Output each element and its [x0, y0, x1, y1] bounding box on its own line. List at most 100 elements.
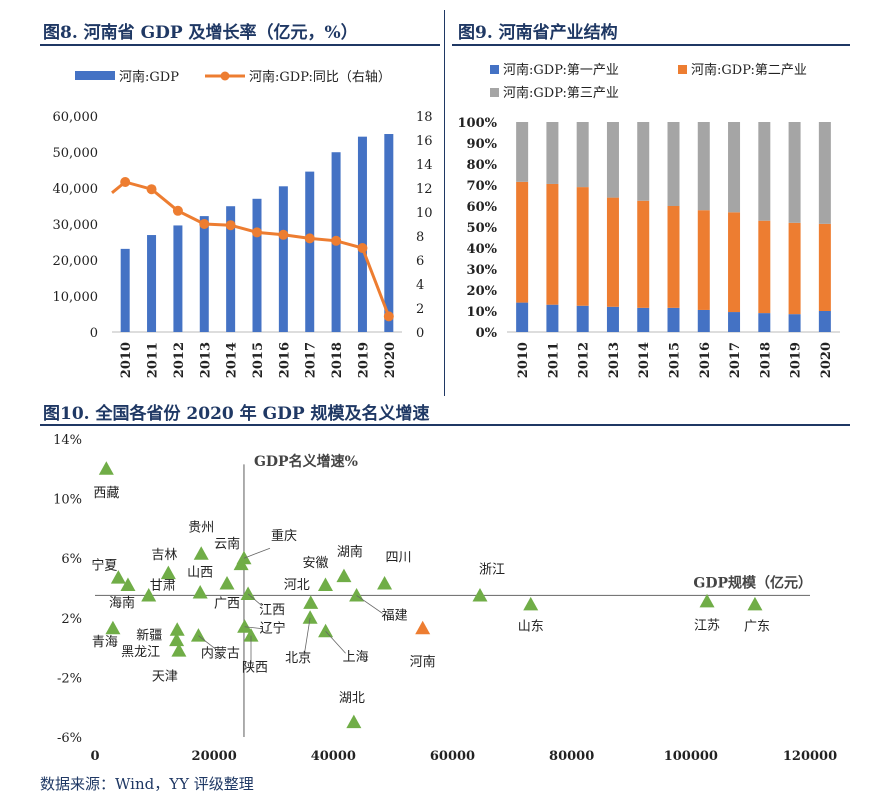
province-marker — [192, 584, 208, 599]
fig10-title-rule — [40, 424, 850, 426]
y-tick-label: 70% — [467, 179, 498, 194]
province-label: 湖北 — [339, 691, 365, 706]
sector-bar-segment — [606, 122, 619, 198]
growth-point — [304, 233, 315, 244]
sector-bar-segment — [606, 306, 619, 332]
sector-bar-segment — [576, 122, 589, 188]
province-label: 吉林 — [151, 548, 177, 563]
province-label: 山西 — [187, 565, 213, 580]
sector-bar-segment — [818, 311, 831, 332]
sector-bar-segment — [788, 314, 801, 332]
province-marker — [303, 595, 319, 609]
province-label: 云南 — [214, 536, 240, 552]
growth-point — [252, 227, 262, 238]
legend-label-sector: 河南:GDP:第三产业 — [503, 85, 619, 101]
province-marker — [141, 587, 157, 602]
y-left-tick-label: 30,000 — [53, 218, 99, 233]
label-leader — [356, 595, 383, 614]
x-tick-label: 40000 — [311, 749, 356, 764]
gdp-bar — [199, 216, 209, 332]
x-tick-label: 2018 — [758, 342, 773, 378]
x-tick-label: 60000 — [430, 749, 475, 764]
label-leader — [247, 593, 263, 607]
province-label: 西藏 — [93, 486, 119, 501]
growth-point — [278, 229, 289, 240]
sector-bar-segment — [637, 307, 650, 332]
province-label: 贵州 — [188, 521, 214, 536]
x-tick-label: 2013 — [607, 342, 622, 378]
province-label: 湖南 — [337, 544, 363, 560]
y-tick-label: 50% — [467, 221, 498, 236]
x-tick-label: 2019 — [789, 342, 804, 378]
province-marker — [523, 596, 539, 611]
province-label: 河北 — [284, 578, 310, 593]
province-marker — [110, 570, 126, 584]
y-tick-label: -2% — [57, 671, 82, 686]
label-leader — [198, 635, 217, 650]
panel-divider — [444, 10, 445, 396]
x-tick-label: 100000 — [664, 749, 718, 764]
province-label: 四川 — [386, 551, 412, 566]
y-tick-label: 90% — [467, 137, 498, 152]
x-tick-label: 2016 — [277, 342, 292, 378]
fig8-title: 图8. 河南省 GDP 及增长率（亿元，%） — [43, 23, 358, 43]
province-marker — [336, 568, 352, 583]
province-marker — [415, 620, 431, 635]
province-label: 陕西 — [242, 661, 268, 676]
growth-point — [120, 177, 131, 187]
province-marker — [169, 622, 185, 636]
y-right-tick-label: 4 — [416, 278, 424, 293]
y-left-tick-label: 60,000 — [53, 110, 99, 125]
province-label: 青海 — [92, 635, 118, 650]
sector-bar-segment — [546, 122, 559, 184]
sector-bar-segment — [667, 206, 680, 308]
sector-bar-segment — [788, 222, 801, 315]
x-tick-label: 2017 — [304, 342, 319, 378]
x-tick-label: 2011 — [546, 342, 561, 378]
x-tick-label: 2015 — [251, 342, 266, 378]
label-leader — [325, 630, 346, 654]
y-tick-label: 30% — [467, 263, 498, 278]
sector-bar-segment — [516, 302, 529, 332]
legend-label-gdp: 河南:GDP — [119, 69, 179, 85]
sector-bar-segment — [516, 181, 529, 303]
growth-point — [357, 243, 368, 253]
gdp-bar — [252, 198, 262, 332]
x-tick-label: 20000 — [192, 749, 237, 764]
sector-bar-segment — [606, 197, 619, 307]
province-label: 安徽 — [302, 556, 328, 571]
x-tick-label: 2020 — [819, 342, 834, 378]
province-marker — [236, 550, 252, 565]
sector-bar-segment — [788, 122, 801, 223]
province-label: 广西 — [214, 597, 240, 612]
province-marker — [302, 610, 318, 624]
sector-bar-segment — [728, 122, 741, 213]
y-left-tick-label: 50,000 — [53, 146, 99, 161]
province-label: 甘肃 — [150, 578, 176, 593]
label-leader — [244, 626, 263, 630]
sector-bar-segment — [546, 183, 559, 305]
gdp-bar — [120, 248, 130, 332]
province-label: 重庆 — [271, 528, 297, 544]
fig10-title: 图10. 全国各省份 2020 年 GDP 规模及名义增速 — [43, 404, 430, 424]
y-axis-title: GDP名义增速% — [254, 453, 358, 470]
fig9-title: 图9. 河南省产业结构 — [458, 23, 618, 43]
province-label: 宁夏 — [91, 558, 117, 574]
gdp-bar — [357, 136, 367, 332]
y-tick-label: 0% — [476, 326, 498, 341]
province-label: 江苏 — [694, 617, 720, 633]
province-label: 上海 — [343, 650, 369, 665]
sector-bar-segment — [758, 313, 771, 332]
y-tick-label: 40% — [467, 242, 498, 257]
y-right-tick-label: 0 — [416, 326, 424, 341]
x-tick-label: 2015 — [668, 342, 683, 378]
province-marker — [472, 587, 488, 602]
sector-bar-segment — [818, 223, 831, 311]
sector-bar-segment — [758, 122, 771, 221]
province-marker — [243, 628, 259, 642]
x-tick-label: 2020 — [383, 342, 398, 378]
x-tick-label: 2017 — [728, 342, 743, 378]
